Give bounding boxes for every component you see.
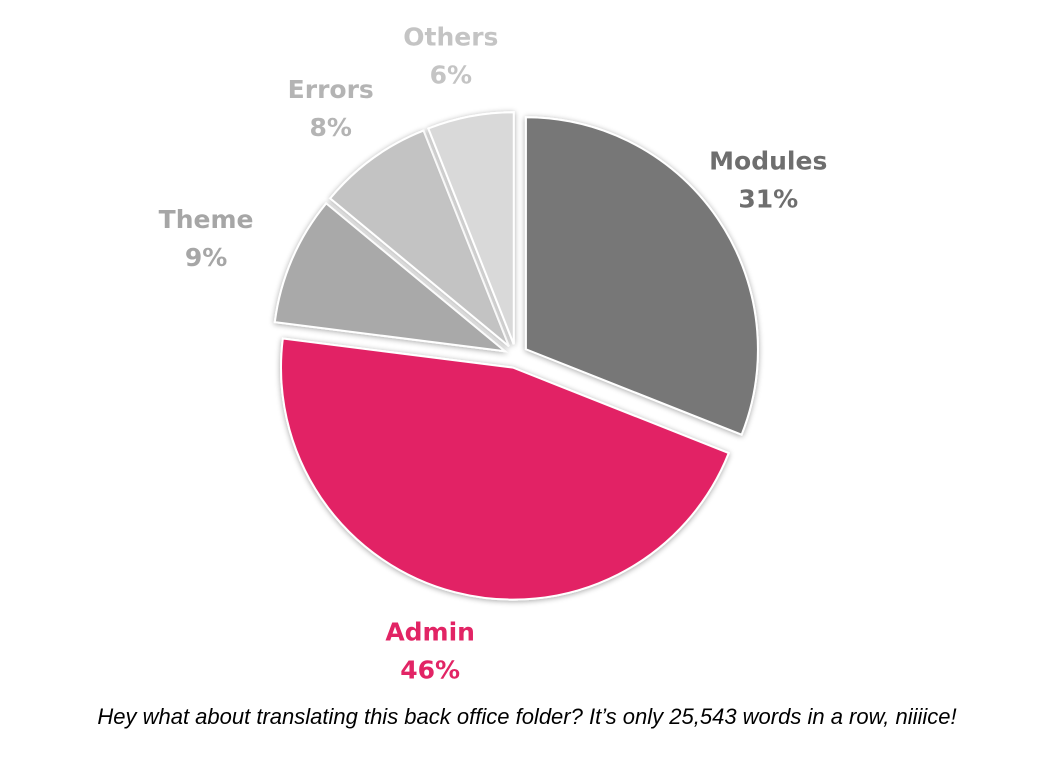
caption-text: Hey what about translating this back off…	[97, 704, 957, 729]
slice-label-theme: Theme 9%	[159, 205, 254, 272]
slice-percent-others: 6%	[430, 60, 472, 89]
slice-percent-modules: 31%	[738, 185, 798, 214]
slice-name-admin: Admin	[385, 617, 475, 646]
labels-layer: Modules 31% Admin 46% Theme 9% Errors 8% Others 6…	[159, 22, 828, 684]
pie-slice-errors	[328, 129, 510, 348]
slice-label-admin: Admin 46%	[385, 617, 475, 684]
pie-slice-admin	[280, 337, 731, 601]
slice-label-errors: Errors 8%	[288, 75, 374, 142]
pie-chart: Modules 31% Admin 46% Theme 9% Errors 8% Others 6…	[159, 22, 828, 684]
pie-chart-svg: Modules 31% Admin 46% Theme 9% Errors 8% Others 6…	[159, 22, 828, 684]
slice-label-modules: Modules 31%	[709, 147, 827, 214]
slice-percent-errors: 8%	[309, 113, 351, 142]
slice-name-theme: Theme	[159, 205, 254, 234]
slice-name-modules: Modules	[709, 147, 827, 176]
slice-percent-admin: 46%	[400, 655, 460, 684]
pie-slice-modules	[524, 116, 759, 436]
slice-name-errors: Errors	[288, 75, 374, 104]
slices-layer	[273, 111, 759, 601]
pie-slice-others	[427, 111, 515, 345]
slice-percent-theme: 9%	[185, 243, 227, 272]
slice-label-others: Others 6%	[403, 22, 498, 89]
slice-name-others: Others	[403, 22, 498, 51]
pie-slice-theme	[273, 201, 509, 353]
